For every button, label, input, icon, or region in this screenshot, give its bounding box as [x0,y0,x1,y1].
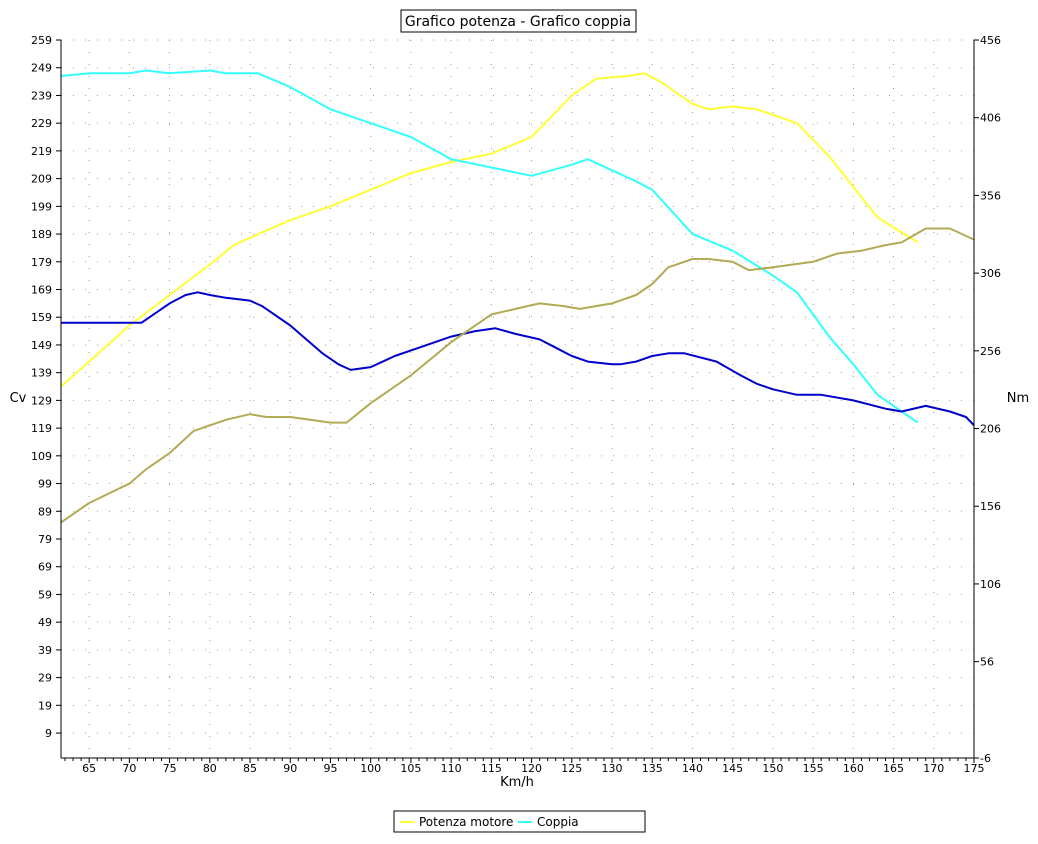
y-left-tick-label: 129 [31,394,52,407]
x-tick-label: 135 [642,762,663,775]
series-line-3 [60,227,975,524]
x-tick-label: 110 [441,762,462,775]
x-tick-label: 80 [203,762,217,775]
y-left-tick-label: 39 [38,644,52,657]
x-tick-label: 115 [481,762,502,775]
y-left-tick-label: 119 [31,422,52,435]
y-left-tick-label: 199 [31,200,52,213]
y-left-tick-label: 99 [38,478,52,491]
y-left-tick-label: 149 [31,339,52,352]
y-left-tick-label: 59 [38,588,52,601]
y-right-tick-label: 156 [980,500,1001,513]
y-left-tick-label: 169 [31,283,52,296]
x-tick-label: 95 [323,762,337,775]
y-right-tick-label: 306 [980,267,1001,280]
y-right-tick-label: 456 [980,34,1001,47]
y-right-tick-label: 56 [980,656,994,669]
x-tick-label: 120 [521,762,542,775]
x-axis-label: Km/h [500,775,534,790]
title-box [400,9,637,33]
x-tick-label: 170 [923,762,944,775]
y-left-tick-label: 139 [31,367,52,380]
y-right-tick-label: 356 [980,189,1001,202]
y-left-tick-label: 209 [31,173,52,186]
legend: Potenza motore Coppia [393,810,646,833]
x-tick-label: 160 [843,762,864,775]
y-left-tick-label: 189 [31,228,52,241]
y-left-tick-label: 249 [31,62,52,75]
x-tick-label: 90 [283,762,297,775]
y-left-tick-label: 229 [31,117,52,130]
y-right-tick-label: 206 [980,423,1001,436]
y-left-tick-label: 109 [31,450,52,463]
x-tick-label: 150 [762,762,783,775]
x-tick-label: 140 [682,762,703,775]
y-left-tick-label: 219 [31,145,52,158]
y-left-tick-label: 19 [38,699,52,712]
x-tick-label: 105 [400,762,421,775]
x-tick-label: 155 [803,762,824,775]
series-line-1 [60,69,919,424]
y-left-tick-label: 9 [45,727,52,740]
y-left-tick-label: 29 [38,672,52,685]
y-left-tick-label: 239 [31,89,52,102]
x-tick-label: 65 [82,762,96,775]
y-left-tick-label: 179 [31,256,52,269]
y-left-tick-label: 69 [38,561,52,574]
axes [60,40,975,759]
x-tick-label: 175 [964,762,985,775]
y-left-tick-label: 259 [31,34,52,47]
title-text: Grafico potenza - Grafico coppia [405,14,631,30]
grid [61,39,975,758]
chart-title: Grafico potenza - Grafico coppia [400,9,637,33]
x-tick-label: 75 [163,762,177,775]
x-tick-label: 100 [360,762,381,775]
legend-label-coppia: Coppia [537,815,579,829]
x-tick-label: 165 [883,762,904,775]
y-left-tick-label: 79 [38,533,52,546]
tick-labels: 65 70 75 80 85 90 95 100 105 110 115 120 125 130 135 14… [31,34,1001,775]
x-tick-label: 125 [561,762,582,775]
x-tick-label: 70 [122,762,136,775]
series-line-0 [60,72,919,388]
series-line-2 [61,291,975,426]
legend-label-potenza: Potenza motore [419,815,513,829]
y-right-tick-label: 106 [980,578,1001,591]
y-right-tick-label: 256 [980,345,1001,358]
y-right-tick-label: -6 [980,752,991,765]
y-left-tick-label: 49 [38,616,52,629]
y-axis-left-label: Cv [10,391,27,406]
y-axis-right-label: Nm [1007,391,1029,406]
series-layer [60,69,975,524]
x-tick-label: 130 [602,762,623,775]
y-left-tick-label: 89 [38,505,52,518]
y-right-tick-label: 406 [980,112,1001,125]
x-tick-label: 145 [722,762,743,775]
x-tick-label: 85 [243,762,257,775]
y-left-tick-label: 159 [31,311,52,324]
